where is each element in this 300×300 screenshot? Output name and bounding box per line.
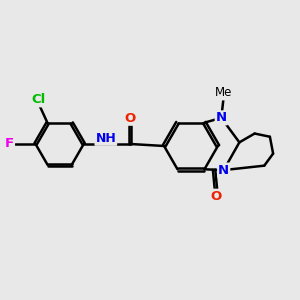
Text: O: O [210,190,222,203]
Text: O: O [124,112,136,125]
Text: Me: Me [214,86,232,100]
Text: NH: NH [95,132,116,145]
Text: N: N [218,164,229,177]
Text: F: F [5,137,14,151]
Text: N: N [216,111,227,124]
Text: Cl: Cl [32,93,46,106]
